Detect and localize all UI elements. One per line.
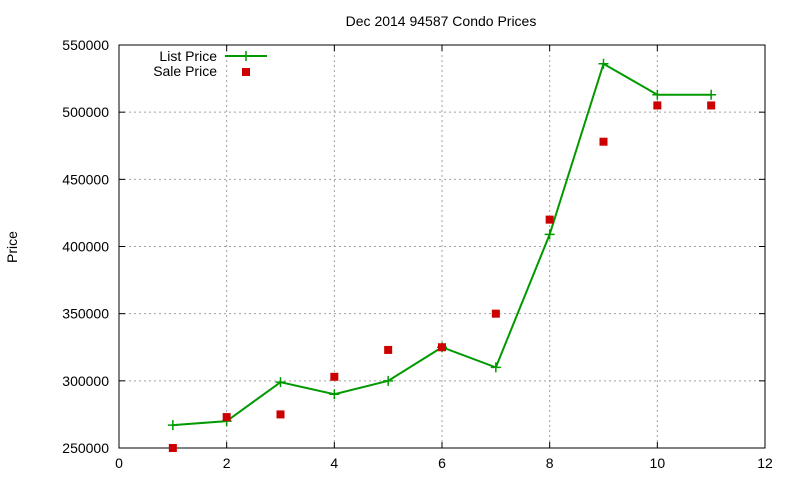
legend-marker-list-price bbox=[241, 51, 251, 61]
y-tick-label: 500000 bbox=[62, 104, 109, 120]
chart-title: Dec 2014 94587 Condo Prices bbox=[346, 13, 537, 29]
sale-price-point bbox=[384, 345, 393, 354]
sale-price-point bbox=[491, 309, 500, 318]
list-price-point bbox=[329, 389, 340, 400]
sale-price-point bbox=[276, 410, 285, 419]
sale-price-point bbox=[438, 343, 446, 352]
x-tick-label: 0 bbox=[115, 455, 123, 471]
plot-area bbox=[167, 58, 717, 452]
sale-price-point bbox=[653, 101, 662, 110]
y-axis-label: Price bbox=[4, 231, 20, 263]
y-tick-label: 400000 bbox=[62, 239, 109, 255]
sale-price-point bbox=[168, 444, 177, 452]
x-tick-label: 4 bbox=[330, 455, 338, 471]
list-price-point bbox=[706, 89, 717, 100]
list-price-point bbox=[490, 362, 501, 373]
sale-price-point bbox=[545, 215, 554, 224]
y-tick-label: 250000 bbox=[62, 440, 109, 456]
legend: List Price Sale Price bbox=[153, 48, 267, 79]
grid-lines bbox=[119, 45, 765, 448]
legend-label-list-price: List Price bbox=[159, 48, 217, 64]
list-price-point bbox=[275, 377, 286, 388]
list-price-point bbox=[544, 229, 555, 240]
legend-marker-sale-price bbox=[242, 68, 250, 76]
y-tick-label: 300000 bbox=[62, 373, 109, 389]
list-price-point bbox=[598, 58, 609, 69]
list-price-point bbox=[652, 89, 663, 100]
x-tick-label: 2 bbox=[223, 455, 231, 471]
sale-price-point bbox=[599, 137, 608, 146]
y-tick-label: 350000 bbox=[62, 306, 109, 322]
list-price-point bbox=[167, 420, 178, 431]
y-tick-label: 450000 bbox=[62, 171, 109, 187]
sale-price-point bbox=[330, 372, 339, 381]
list-price-point bbox=[383, 375, 394, 386]
axes bbox=[118, 44, 766, 449]
sale-price-point bbox=[707, 101, 716, 110]
legend-label-sale-price: Sale Price bbox=[153, 63, 217, 79]
y-tick-label: 550000 bbox=[62, 37, 109, 53]
x-tick-label: 6 bbox=[438, 455, 446, 471]
x-tick-label: 10 bbox=[650, 455, 666, 471]
sale-price-point bbox=[222, 413, 231, 422]
x-tick-label: 8 bbox=[546, 455, 554, 471]
tick-labels: 0 2 4 6 8 10 12 250000 300000 350000 400000 450000 5… bbox=[62, 37, 773, 471]
x-tick-label: 12 bbox=[757, 455, 773, 471]
